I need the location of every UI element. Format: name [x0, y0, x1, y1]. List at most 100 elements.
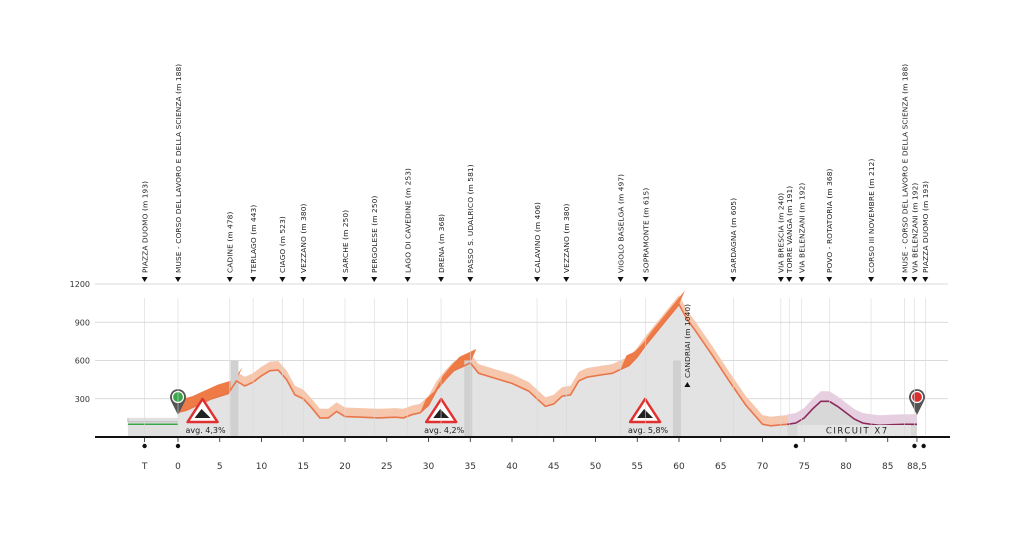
x-tick-label: 85 — [882, 462, 893, 472]
waypoint: VEZZANO (m 380) — [299, 203, 308, 435]
waypoint-marker-down — [279, 277, 286, 282]
waypoint-label: VEZZANO (m 380) — [299, 203, 308, 273]
waypoint-marker-down — [175, 277, 181, 282]
axis-dot — [175, 443, 181, 449]
x-tick-label: 5 — [217, 462, 223, 472]
waypoint-label: TERLAGO (m 443) — [249, 205, 258, 274]
waypoint-label: POVO - ROTATORIA (m 368) — [825, 168, 834, 273]
x-tick-label: 40 — [506, 462, 518, 472]
waypoint-label: PIAZZA DUOMO (m 193) — [140, 181, 149, 273]
climb-shadow — [673, 360, 681, 437]
waypoint: LAGO DI CAVEDINE (m 253) — [403, 168, 412, 435]
annotation-layer: PIAZZA DUOMO (m 193) MUSE - CORSO DEL LAV… — [140, 64, 930, 435]
waypoint-marker-down — [371, 277, 378, 282]
waypoint-label: SARCHE (m 250) — [341, 210, 350, 273]
waypoint-marker-down — [786, 277, 793, 282]
waypoint-marker-down — [901, 277, 908, 282]
waypoint-label: TORRE VANGA (m 191) — [785, 186, 794, 274]
waypoint-label: VIA BELENZANI (m 192) — [910, 183, 919, 273]
finish-dot — [910, 390, 924, 404]
waypoint-marker-down — [404, 277, 411, 282]
waypoint-label: VIA BELENZANI (m 192) — [798, 183, 807, 273]
axis-dot — [921, 443, 926, 449]
waypoint-label: CANDRIAI (m 1040) — [683, 304, 692, 378]
x-tick-label: T — [141, 462, 148, 472]
climb-avg-label: avg. 4,2% — [424, 426, 465, 435]
x-tick-label: 75 — [799, 462, 810, 472]
waypoint: PIAZZA DUOMO (m 193) — [140, 181, 149, 435]
waypoint-marker-down — [922, 277, 929, 282]
x-tick-label: 55 — [632, 462, 643, 472]
circuit-label-box — [797, 425, 911, 436]
x-tick-label: 15 — [298, 462, 309, 472]
waypoint-label: CORSO III NOVEMBRE (m 212) — [867, 159, 876, 273]
waypoint: MUSE - CORSO DEL LAVORO E DELLA SCIENZA … — [900, 64, 909, 435]
waypoint-label: CADINE (m 478) — [226, 212, 235, 273]
waypoint-label: PASSO S. UDALRICO (m 581) — [466, 164, 475, 273]
grid-layer: 300 600 900 1200 — [70, 280, 948, 404]
waypoint: PERGOLESE (m 250) — [370, 196, 379, 435]
climb-shadow — [464, 360, 473, 437]
waypoint: VIA BELENZANI (m 192) — [798, 183, 807, 435]
waypoint-label: LAGO DI CAVEDINE (m 253) — [403, 168, 412, 273]
waypoint-marker-down — [911, 277, 918, 282]
waypoint-label: DRENA (m 368) — [437, 214, 446, 273]
axis-dot — [142, 443, 147, 449]
x-tick-label: 25 — [381, 462, 392, 472]
climb-badge: avg. 4,3% — [185, 397, 226, 435]
waypoint-label: PIAZZA DUOMO (m 193) — [921, 181, 930, 273]
waypoint: TERLAGO (m 443) — [249, 205, 258, 435]
waypoint: DRENA (m 368) — [437, 214, 446, 435]
waypoint: CALAVINO (m 406) — [533, 202, 542, 435]
waypoint-label: MUSE - CORSO DEL LAVORO E DELLA SCIENZA … — [174, 64, 183, 273]
y-tick-label: 900 — [75, 318, 90, 327]
x-tick-label: 65 — [715, 462, 726, 472]
climb-band — [178, 366, 243, 413]
waypoint-label: SARDAGNA (m 605) — [729, 198, 738, 273]
profile-line — [177, 302, 788, 427]
circuit-label: CIRCUIT X7 — [826, 427, 889, 437]
waypoint-marker-down — [777, 277, 784, 282]
waypoint-marker-down — [250, 277, 257, 282]
waypoint: POVO - ROTATORIA (m 368) — [825, 168, 834, 435]
waypoint-label: MUSE - CORSO DEL LAVORO E DELLA SCIENZA … — [900, 64, 909, 273]
x-tick-label: 10 — [256, 462, 268, 472]
waypoint-label: PERGOLESE (m 250) — [370, 196, 379, 273]
climb-shadow — [230, 360, 239, 437]
x-tick-label: 80 — [840, 462, 852, 472]
waypoint-label: SOPRAMONTE (m 615) — [641, 188, 650, 273]
waypoint-label: CIAGO (m 523) — [278, 216, 287, 273]
waypoint: VIA BELENZANI (m 192) — [910, 183, 919, 435]
waypoint: SARCHE (m 250) — [341, 210, 350, 435]
climb-avg-label: avg. 5,8% — [628, 426, 669, 435]
waypoint: PIAZZA DUOMO (m 193) — [921, 181, 930, 435]
transfer-edge — [127, 417, 178, 423]
mountain-icon — [637, 409, 654, 418]
waypoint: CANDRIAI (m 1040) — [683, 304, 692, 387]
profile-area-layer — [127, 290, 917, 437]
waypoint: CADINE (m 478) — [226, 212, 235, 435]
transfer-ground — [127, 417, 178, 437]
climb-badge: avg. 5,8% — [628, 397, 669, 435]
circuit-line — [787, 400, 917, 427]
waypoint-label: VEZZANO (m 380) — [562, 203, 571, 273]
climb-avg-label: avg. 4,3% — [185, 426, 226, 435]
x-tick-label: 70 — [757, 462, 769, 472]
waypoint-marker-down — [226, 277, 233, 282]
waypoint: CORSO III NOVEMBRE (m 212) — [867, 159, 876, 435]
x-tick-label: 50 — [590, 462, 602, 472]
waypoint: PASSO S. UDALRICO (m 581) — [466, 164, 475, 435]
climb-band — [420, 348, 477, 413]
climb-band — [620, 290, 685, 370]
x-tick-label: 35 — [465, 462, 476, 472]
waypoint-marker-down — [798, 277, 805, 282]
axis-dot — [793, 443, 799, 449]
waypoint: VEZZANO (m 380) — [562, 203, 571, 435]
waypoint-label: VIGOLO BASELGA (m 497) — [616, 174, 625, 273]
waypoint-marker-down — [438, 277, 445, 282]
waypoint-marker-down — [868, 277, 875, 282]
waypoint: VIGOLO BASELGA (m 497) — [616, 174, 625, 435]
axis-layer: T 0 5 10 15 20 25 30 35 40 45 50 55 60 65 70 75 80 85 88,5 — [95, 436, 950, 472]
x-tick-label: 60 — [673, 462, 685, 472]
